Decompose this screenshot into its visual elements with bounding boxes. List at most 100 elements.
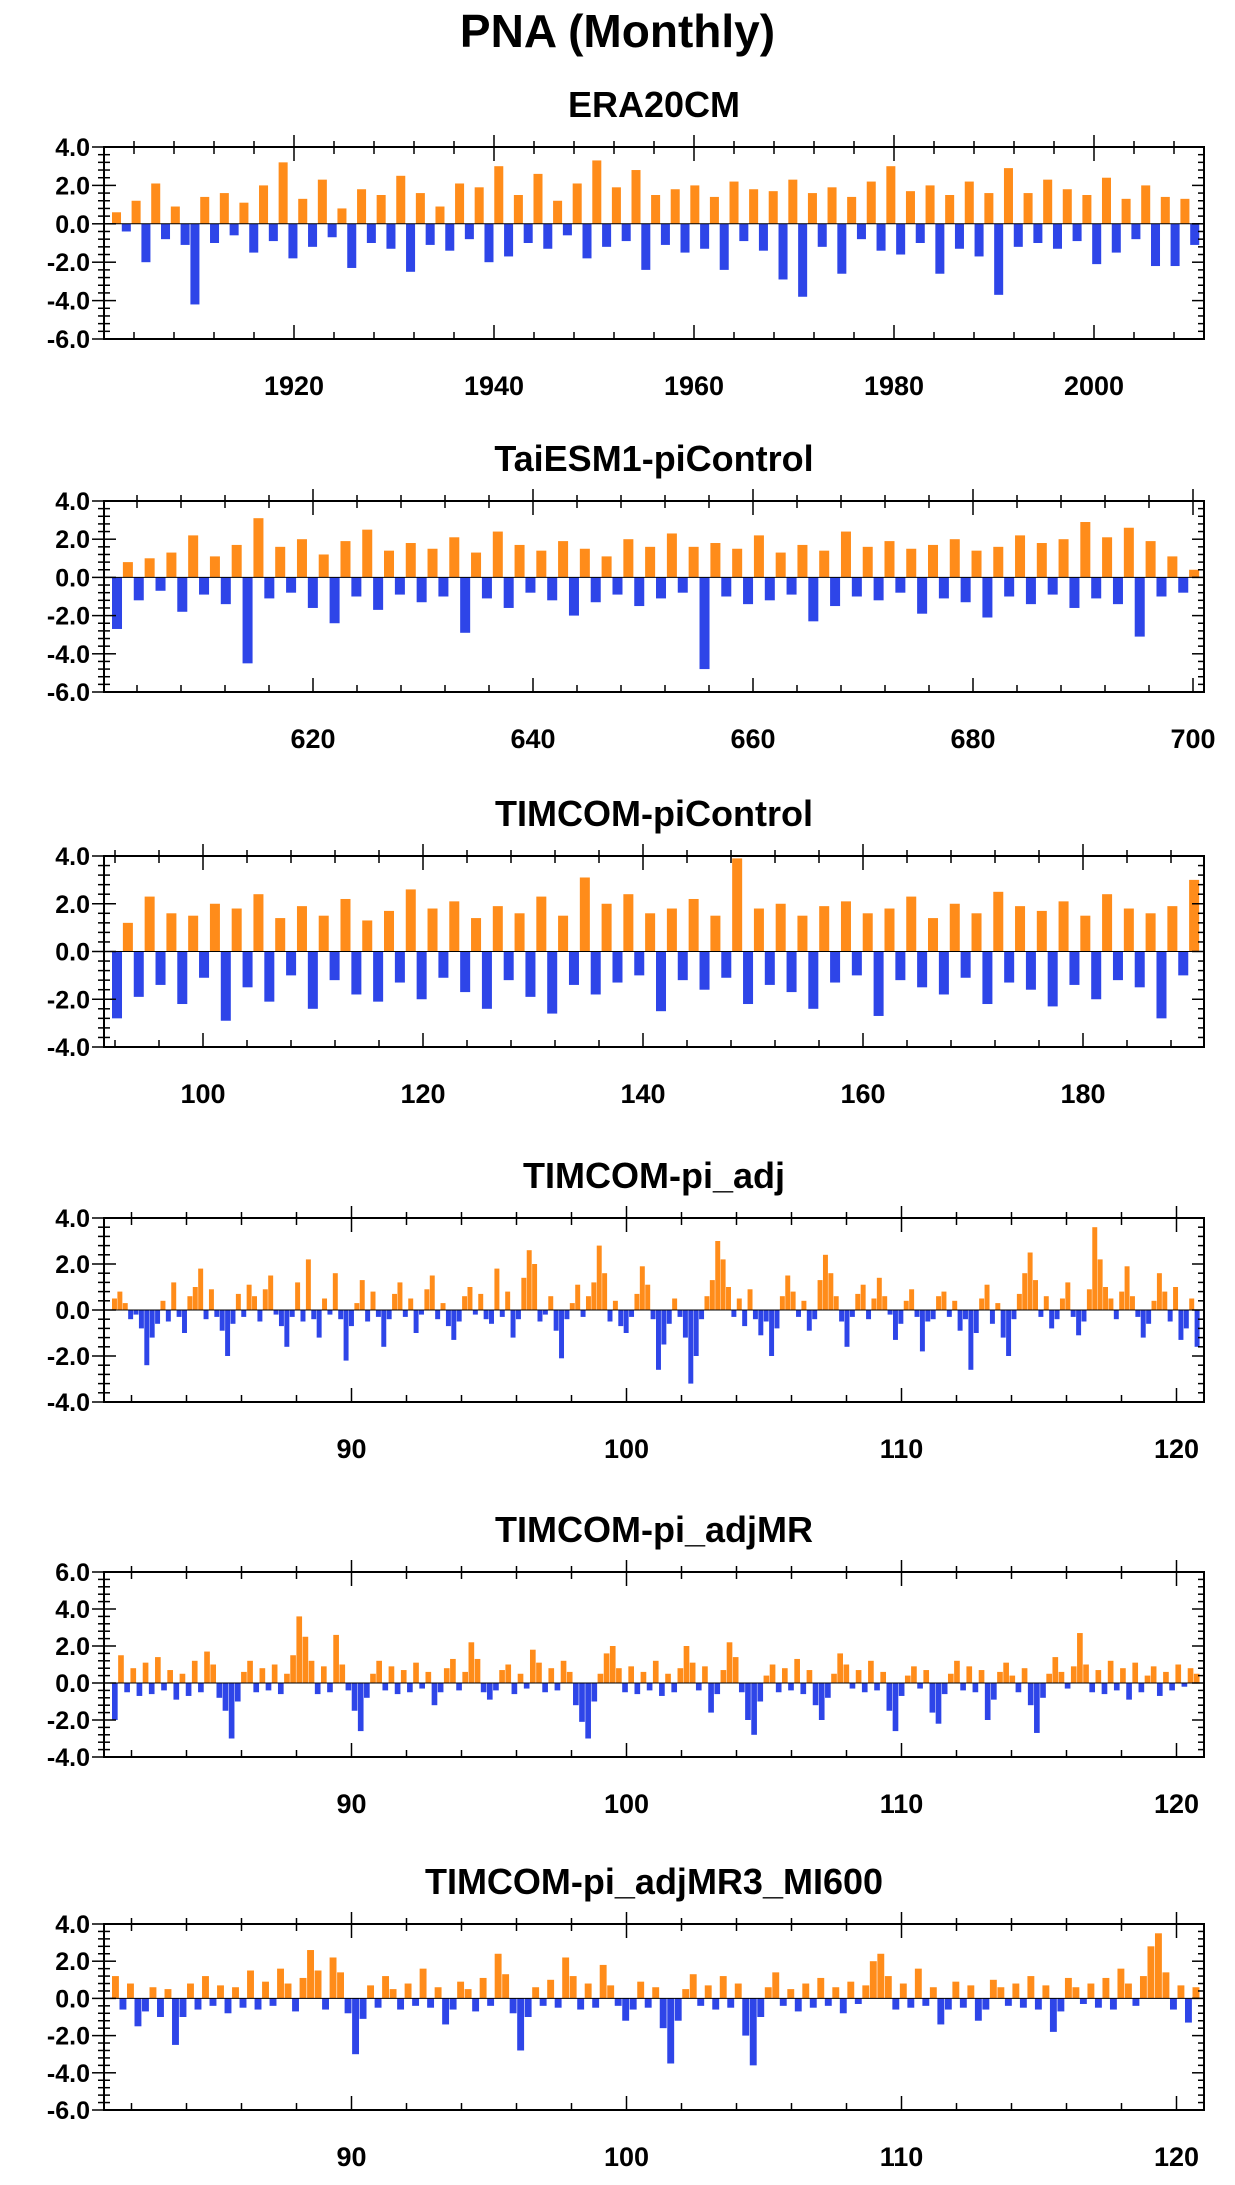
positive-bar bbox=[1192, 1987, 1200, 1999]
positive-bar bbox=[993, 891, 1004, 952]
positive-bar bbox=[502, 1974, 510, 1999]
negative-bar bbox=[112, 577, 123, 629]
negative-bar bbox=[674, 1998, 682, 2021]
negative-bar bbox=[582, 223, 592, 259]
negative-bar bbox=[957, 1310, 963, 1331]
positive-bar bbox=[623, 539, 634, 578]
negative-bar bbox=[1178, 1310, 1184, 1340]
negative-bar bbox=[994, 223, 1004, 295]
negative-bar bbox=[661, 1310, 667, 1345]
negative-bar bbox=[982, 951, 993, 1005]
positive-bar bbox=[362, 920, 373, 952]
positive-bar bbox=[1145, 541, 1156, 578]
positive-bar bbox=[702, 1666, 708, 1683]
panel-4: TIMCOM-pi_adj 4.0 2.0 0.0 -2.0 -4.0 90 100 110 12… bbox=[47, 1155, 1205, 1464]
xtick-label: 180 bbox=[1060, 1079, 1105, 1109]
negative-bar bbox=[959, 1998, 967, 2008]
positive-bar bbox=[1015, 906, 1026, 952]
negative-bar bbox=[974, 1998, 982, 2021]
negative-bar bbox=[352, 1998, 360, 2055]
negative-bar bbox=[133, 1310, 139, 1315]
negative-bar bbox=[562, 223, 572, 236]
negative-bar bbox=[373, 577, 384, 610]
positive-bar bbox=[802, 1983, 810, 1999]
positive-bar bbox=[640, 1671, 647, 1683]
negative-bar bbox=[1038, 1310, 1044, 1317]
positive-bar bbox=[726, 1642, 733, 1683]
positive-bar bbox=[474, 1658, 481, 1683]
negative-bar bbox=[954, 223, 964, 249]
negative-bar bbox=[786, 577, 797, 595]
positive-bar bbox=[1107, 1660, 1114, 1683]
positive-bar bbox=[217, 1985, 224, 1999]
negative-bar bbox=[386, 1310, 392, 1320]
negative-bar bbox=[1081, 1310, 1087, 1322]
panel-title: TIMCOM-pi_adj bbox=[523, 1155, 785, 1196]
positive-bar bbox=[806, 1670, 813, 1683]
negative-bar bbox=[542, 1310, 548, 1315]
positive-bar bbox=[1108, 1298, 1114, 1310]
positive-bar bbox=[468, 1642, 475, 1683]
positive-bar bbox=[601, 903, 612, 952]
positive-bar bbox=[1124, 1266, 1130, 1310]
negative-bar bbox=[412, 1998, 420, 2006]
positive-bar bbox=[307, 1950, 314, 1999]
negative-bar bbox=[1140, 1310, 1146, 1338]
positive-bar bbox=[1097, 1259, 1103, 1310]
negative-bar bbox=[671, 1683, 678, 1693]
negative-bar bbox=[591, 1683, 598, 1702]
negative-bar bbox=[472, 1998, 480, 2012]
positive-bar bbox=[467, 1287, 473, 1310]
xtick-label: 1940 bbox=[464, 371, 524, 401]
negative-bar bbox=[641, 223, 651, 270]
ytick-label: 0.0 bbox=[55, 939, 90, 967]
positive-bar bbox=[471, 552, 482, 578]
positive-bar bbox=[936, 1296, 942, 1310]
positive-bar bbox=[415, 193, 425, 224]
negative-bar bbox=[629, 1310, 635, 1317]
positive-bar bbox=[1175, 1664, 1182, 1683]
positive-bar bbox=[949, 539, 960, 578]
positive-bar bbox=[548, 1668, 555, 1683]
negative-bar bbox=[286, 951, 297, 976]
negative-bar bbox=[394, 1683, 401, 1695]
ytick-label: -4.0 bbox=[47, 2060, 90, 2088]
positive-bar bbox=[616, 1668, 622, 1683]
negative-bar bbox=[622, 1683, 628, 1693]
positive-bar bbox=[670, 189, 680, 224]
negative-bar bbox=[199, 577, 210, 595]
ytick-label: -6.0 bbox=[47, 326, 90, 354]
negative-bar bbox=[344, 1998, 352, 2014]
ytick-label: 2.0 bbox=[55, 1948, 90, 1976]
positive-bar bbox=[768, 191, 778, 224]
negative-bar bbox=[844, 1310, 850, 1347]
negative-bar bbox=[592, 1998, 600, 2008]
positive-bar bbox=[359, 1280, 365, 1310]
positive-bar bbox=[1189, 1298, 1195, 1310]
positive-bar bbox=[801, 1300, 807, 1310]
negative-bar bbox=[650, 1310, 656, 1320]
positive-bar bbox=[232, 1987, 239, 1999]
panel-title: TaiESM1-piControl bbox=[494, 438, 813, 479]
negative-bar bbox=[381, 1310, 387, 1347]
panel-title: TIMCOM-pi_adjMR3_MI600 bbox=[425, 1861, 883, 1902]
negative-bar bbox=[727, 1998, 735, 2008]
positive-bar bbox=[747, 1289, 753, 1310]
xtick-label: 620 bbox=[290, 724, 335, 754]
xtick-label: 90 bbox=[336, 1434, 366, 1464]
negative-bar bbox=[1178, 577, 1189, 593]
positive-bar bbox=[384, 910, 395, 952]
positive-bar bbox=[1167, 906, 1178, 952]
positive-bar bbox=[1062, 189, 1072, 224]
positive-bar bbox=[682, 1989, 690, 1999]
positive-bar bbox=[952, 1300, 958, 1310]
positive-bar bbox=[479, 1977, 487, 1999]
positive-bar bbox=[984, 1284, 990, 1310]
negative-bar bbox=[425, 223, 435, 245]
negative-bar bbox=[1113, 1683, 1120, 1691]
negative-bar bbox=[416, 951, 427, 1000]
negative-bar bbox=[254, 1998, 262, 2010]
negative-bar bbox=[960, 577, 971, 603]
negative-bar bbox=[898, 1310, 904, 1324]
positive-bar bbox=[884, 908, 895, 952]
